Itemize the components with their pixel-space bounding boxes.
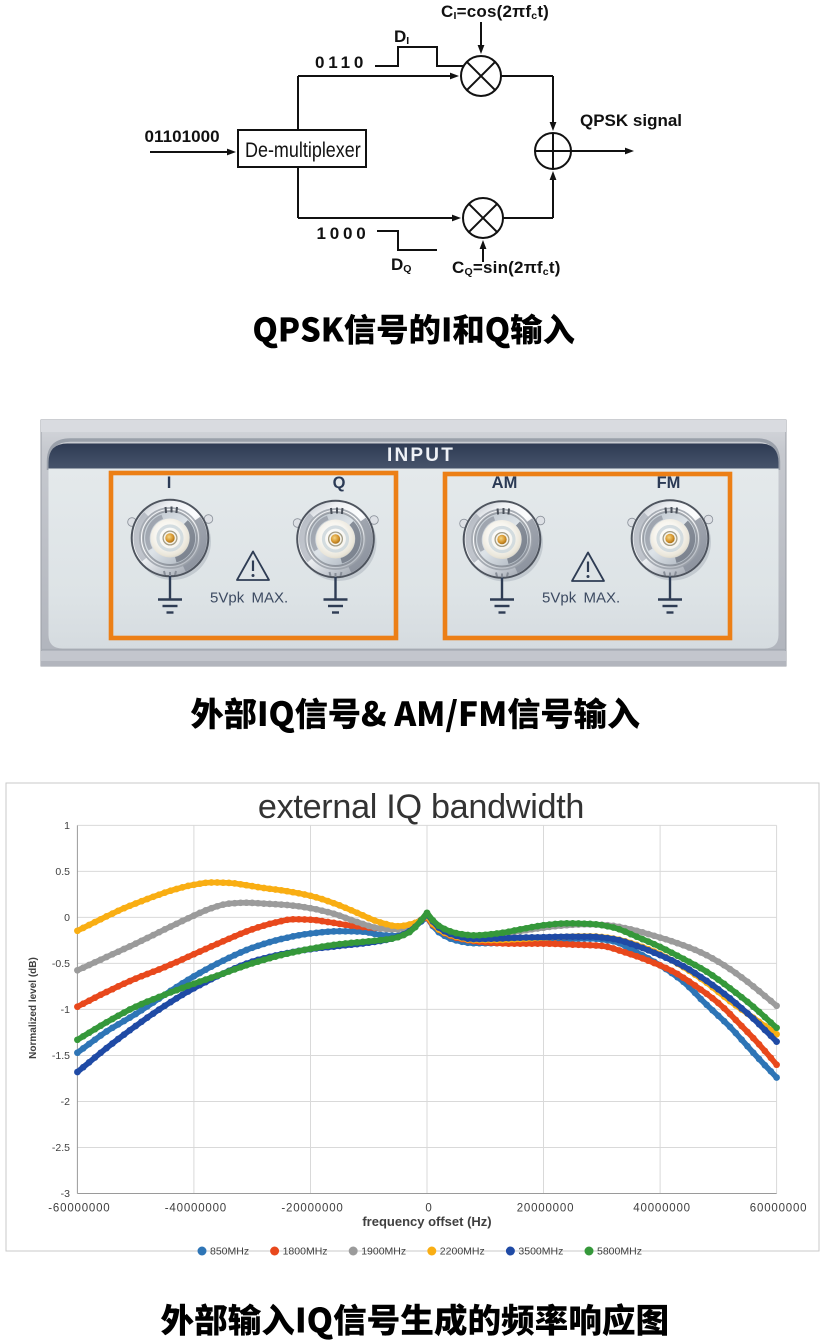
svg-text:1800MHz: 1800MHz <box>283 1246 328 1258</box>
svg-text:frequency offset (Hz): frequency offset (Hz) <box>362 1214 491 1229</box>
svg-text:-60000000: -60000000 <box>48 1203 110 1215</box>
svg-text:-1.5: -1.5 <box>52 1050 70 1062</box>
svg-text:FM: FM <box>657 474 681 492</box>
svg-text:-2: -2 <box>61 1096 70 1108</box>
svg-text:Normalized level (dB): Normalized level (dB) <box>28 957 39 1059</box>
svg-text:5800MHz: 5800MHz <box>597 1246 642 1258</box>
svg-text:60000000: 60000000 <box>750 1203 808 1215</box>
svg-text:INPUT: INPUT <box>387 445 455 466</box>
svg-text:0.5: 0.5 <box>55 866 70 878</box>
svg-text:5Vpk: 5Vpk <box>210 590 245 607</box>
svg-text:40000000: 40000000 <box>633 1203 691 1215</box>
svg-text:-20000000: -20000000 <box>281 1203 343 1215</box>
svg-text:850MHz: 850MHz <box>210 1246 249 1258</box>
svg-text:external IQ bandwidth: external IQ bandwidth <box>258 788 584 826</box>
svg-text:-3: -3 <box>61 1188 70 1200</box>
svg-text:MAX.: MAX. <box>252 590 289 607</box>
svg-text:3500MHz: 3500MHz <box>518 1246 563 1258</box>
svg-text:5Vpk: 5Vpk <box>542 590 577 607</box>
svg-text:0: 0 <box>425 1203 432 1215</box>
svg-text:-40000000: -40000000 <box>165 1203 227 1215</box>
svg-text:-0.5: -0.5 <box>52 958 70 970</box>
svg-text:1: 1 <box>64 820 70 832</box>
svg-text:MAX.: MAX. <box>584 590 621 607</box>
svg-text:I: I <box>167 474 172 492</box>
svg-text:AM: AM <box>492 474 518 492</box>
svg-text:1900MHz: 1900MHz <box>361 1246 406 1258</box>
svg-text:Q: Q <box>333 474 346 492</box>
svg-text:-2.5: -2.5 <box>52 1142 70 1154</box>
svg-text:0: 0 <box>64 912 70 924</box>
svg-text:2200MHz: 2200MHz <box>440 1246 485 1258</box>
svg-text:20000000: 20000000 <box>517 1203 575 1215</box>
svg-text:-1: -1 <box>61 1004 70 1016</box>
